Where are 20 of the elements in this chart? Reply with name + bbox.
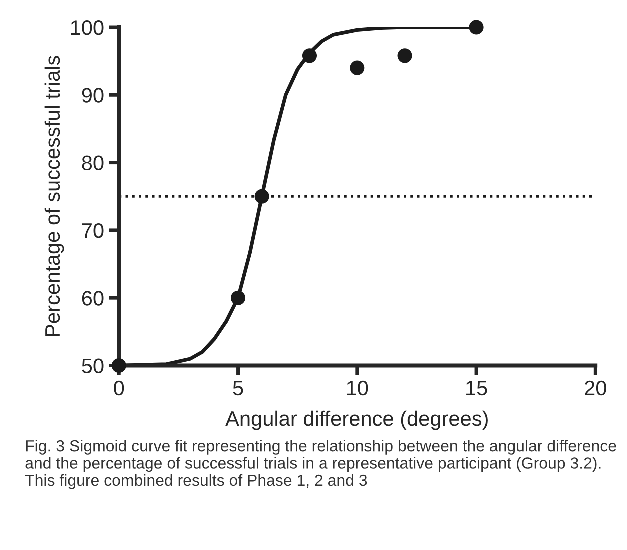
caption: Fig. 3 Sigmoid curve fit representing the relationship between the angular difference and the percentage of successful trials in a representative participant (Group 3.2). This figure combined results of Phase 1, 2 and 3 xyxy=(25,440,616,490)
x-tick-label: 15 xyxy=(466,381,488,396)
x-tick-label: 20 xyxy=(585,380,606,396)
y-axis-title: Percentage of successful trials xyxy=(44,56,64,336)
y-tick-label: 60 xyxy=(82,291,104,306)
y-tick-label: 70 xyxy=(82,223,104,238)
y-tick-label: 80 xyxy=(82,156,104,171)
x-tick-label: 0 xyxy=(114,380,124,396)
point xyxy=(254,189,270,204)
point xyxy=(350,60,365,76)
point xyxy=(230,290,246,306)
x-tick-label: 5 xyxy=(233,381,244,396)
point xyxy=(398,48,412,64)
x-axis-title: Angular difference (degrees) xyxy=(226,410,488,430)
x-tick-label: 10 xyxy=(347,380,368,396)
point xyxy=(469,20,484,35)
y-tick-label: 50 xyxy=(82,358,104,374)
y-tick-label: 90 xyxy=(82,88,104,103)
point xyxy=(302,48,318,64)
y-tick-label: 100 xyxy=(71,20,104,36)
